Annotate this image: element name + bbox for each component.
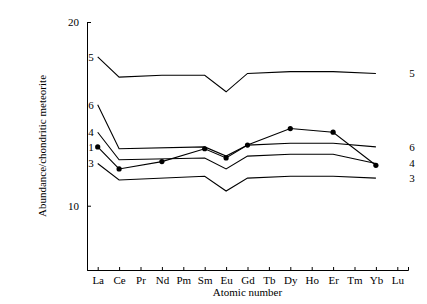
- series-marker: [331, 130, 336, 135]
- x-tick-mark: [355, 267, 356, 270]
- x-tick-label: Er: [328, 274, 339, 286]
- x-tick: Sm: [198, 267, 213, 286]
- series-labels: 1 3 4 5 6 6 5 4 3: [88, 51, 415, 184]
- series-label: 5: [88, 51, 94, 63]
- x-tick-label: Ho: [305, 274, 319, 286]
- x-tick-label: Lu: [392, 274, 405, 286]
- y-tick: 20: [68, 16, 91, 28]
- x-tick-label: Eu: [220, 274, 233, 286]
- x-tick-label: Pr: [136, 274, 146, 286]
- x-tick: La: [92, 267, 104, 286]
- series-label: 3: [409, 172, 415, 184]
- x-tick: Yb: [370, 267, 384, 286]
- series-marker: [288, 126, 293, 131]
- series-marker: [95, 144, 100, 149]
- x-axis: La Ce Pr Nd Pm Sm Eu Gd Tb Dy Ho Er Tm Yb Lu: [88, 267, 409, 286]
- x-tick: Pr: [136, 267, 146, 286]
- x-axis-title: Atomic number: [213, 286, 283, 298]
- plot-area: [95, 57, 378, 191]
- x-tick-mark: [397, 267, 398, 270]
- x-tick-mark: [205, 267, 206, 270]
- series-label: 5: [409, 67, 415, 79]
- x-tick-label: La: [92, 274, 104, 286]
- x-tick: Tb: [263, 267, 276, 286]
- series-label: 6: [88, 99, 94, 111]
- x-tick-label: Tb: [263, 274, 276, 286]
- x-tick-label: Pm: [176, 274, 191, 286]
- x-tick-mark: [183, 267, 184, 270]
- x-tick-mark: [312, 267, 313, 270]
- x-tick-mark: [269, 267, 270, 270]
- x-tick-label: Sm: [198, 274, 213, 286]
- x-tick: Nd: [156, 267, 170, 286]
- x-tick-mark: [98, 267, 99, 270]
- x-axis-line: [88, 267, 409, 271]
- x-tick: Er: [328, 267, 339, 286]
- x-tick-label: Yb: [370, 274, 384, 286]
- y-tick-mark: [87, 22, 91, 23]
- x-tick: Dy: [284, 267, 298, 286]
- series-label: 4: [88, 126, 94, 138]
- series-label: 3: [88, 157, 94, 169]
- series-label: 6: [409, 141, 415, 153]
- x-tick-mark: [226, 267, 227, 270]
- x-tick-mark: [290, 267, 291, 270]
- x-tick-mark: [141, 267, 142, 270]
- series-label: 4: [409, 157, 415, 169]
- x-tick-label: Nd: [156, 274, 170, 286]
- x-tick-mark: [376, 267, 377, 270]
- series-marker: [117, 166, 122, 171]
- x-tick-mark: [162, 267, 163, 270]
- x-tick-mark: [333, 267, 334, 270]
- x-tick: Tm: [347, 267, 363, 286]
- y-tick-label: 10: [68, 200, 80, 212]
- x-tick: Lu: [392, 267, 405, 286]
- series-line: [98, 57, 376, 92]
- x-tick-label: Gd: [241, 274, 255, 286]
- x-tick: Pm: [176, 267, 191, 286]
- x-tick-label: Dy: [284, 274, 298, 286]
- series-line: [98, 163, 376, 191]
- x-tick-label: Ce: [113, 274, 125, 286]
- x-tick-mark: [119, 267, 120, 270]
- x-tick-label: Tm: [347, 274, 363, 286]
- series-label: 1: [88, 141, 94, 153]
- y-axis-title: Abundance/chondritic meteorite: [36, 75, 48, 217]
- y-tick-label: 20: [68, 16, 80, 28]
- x-tick: Ho: [305, 267, 319, 286]
- x-tick: Ce: [113, 267, 125, 286]
- y-tick: 10: [68, 200, 91, 212]
- x-tick: Gd: [241, 267, 255, 286]
- series-line: [98, 105, 376, 156]
- series-marker: [159, 159, 164, 164]
- y-tick-mark: [87, 206, 91, 207]
- chart: La Ce Pr Nd Pm Sm Eu Gd Tb Dy Ho Er Tm Yb Lu 10 20 Atomic…: [0, 0, 427, 304]
- x-tick: Eu: [220, 267, 233, 286]
- x-tick-mark: [248, 267, 249, 270]
